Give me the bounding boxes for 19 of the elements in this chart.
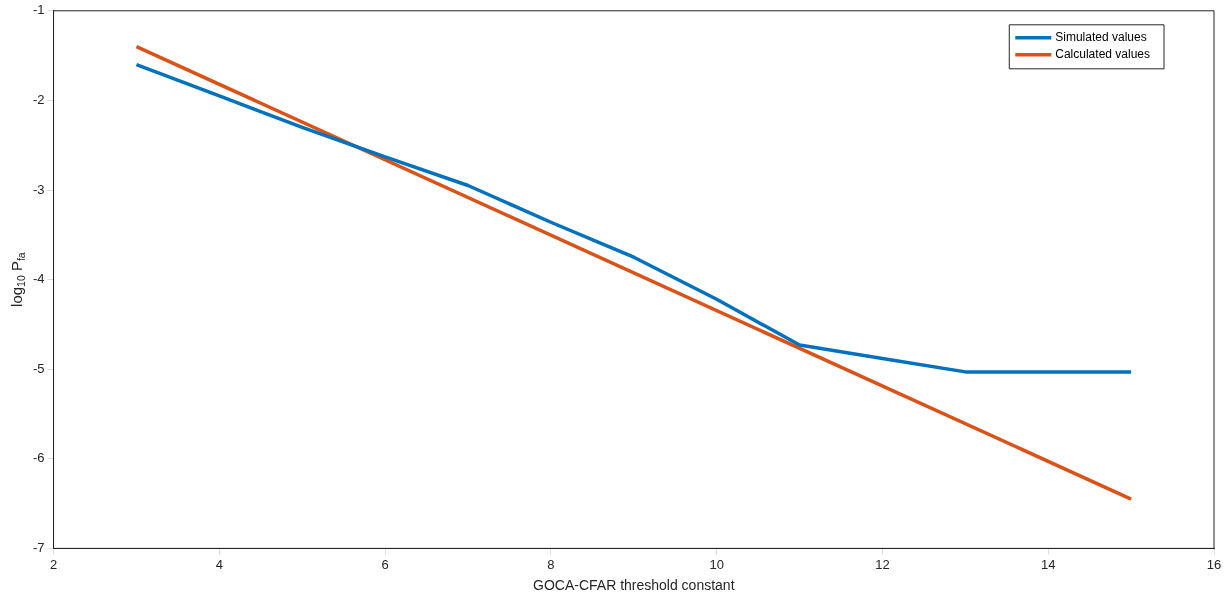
y-tick-label: -2 — [33, 91, 45, 107]
y-tick-label: -7 — [33, 539, 45, 555]
y-tick-label: -6 — [33, 450, 45, 466]
x-tick-label: 14 — [1040, 556, 1056, 572]
x-tick-label: 12 — [875, 556, 890, 572]
x-tick-label: 16 — [1206, 556, 1222, 572]
x-tick-label: 8 — [547, 556, 555, 572]
x-tick-label: 10 — [709, 556, 724, 572]
x-tick-label: 2 — [49, 556, 58, 572]
y-tick-label: -1 — [33, 2, 45, 18]
y-tick-label: -3 — [33, 181, 45, 197]
y-tick-label: -4 — [33, 271, 45, 287]
y-tick-label: -5 — [33, 360, 45, 376]
x-axis-title: GOCA-CFAR threshold constant — [533, 577, 735, 594]
legend-label: Simulated values — [1055, 30, 1147, 45]
y-axis-title: log10 Pfa — [8, 252, 28, 307]
legend-label: Calculated values — [1055, 47, 1151, 62]
x-tick-label: 4 — [215, 556, 223, 572]
x-tick-label: 6 — [381, 556, 389, 572]
